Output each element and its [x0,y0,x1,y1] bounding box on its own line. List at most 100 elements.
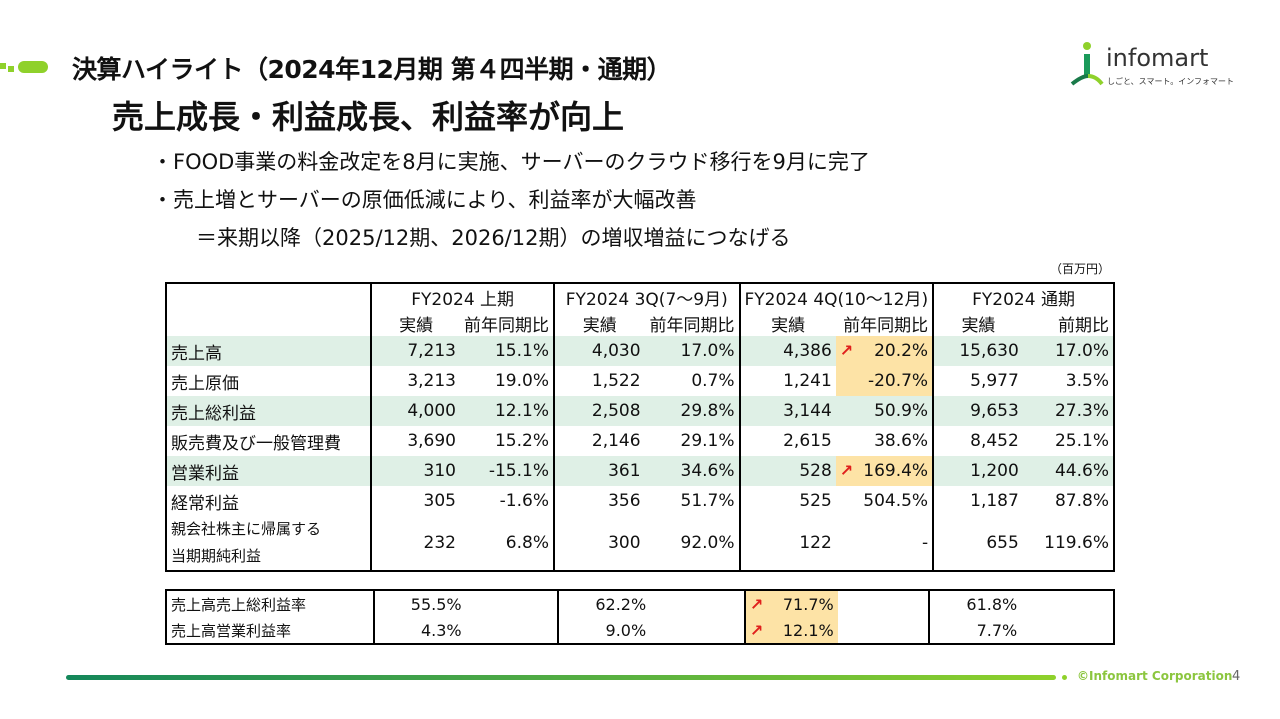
value-cell: 525 [738,486,836,516]
value: 17.0% [680,341,735,361]
bullet-1: ・FOOD事業の料金改定を8月に実施、サーバーのクラウド移行を9月に完了 [152,150,870,174]
value: 61.8% [966,594,1018,614]
value-cell: 4,386 [738,336,836,366]
value-cell: 3,690 [370,426,460,456]
value: 7,213 [407,341,456,361]
value: 7.7% [976,620,1018,640]
value: 1,241 [783,371,832,391]
value: 1,522 [591,371,641,391]
value-cell: 4,030 [552,336,645,366]
value-cell: 3.5% [1023,366,1114,396]
value: 9,653 [970,401,1019,421]
value-cell: 356 [552,486,645,516]
value: 20.2% [874,341,929,361]
ratio-value: 61.8% [928,590,1022,617]
results-table: FY2024 上期 FY2024 3Q(7〜9月) FY2024 4Q(10〜12月… [165,282,1115,572]
ratio-value: 7.7% [928,617,1022,644]
value-cell: 50.9% [835,396,934,426]
value-cell: 15.2% [460,426,554,456]
up-arrow-icon: ↗ [749,594,764,614]
value: 27.3% [1054,401,1109,421]
subheader: 前期比 [1058,315,1109,336]
value: 300 [608,533,641,553]
subheader: 前年同期比 [463,315,549,336]
value: 55.5% [410,594,462,614]
page-number: 4 [1232,669,1241,684]
value: 122 [799,533,832,553]
value-cell: 300 [552,516,645,571]
value: 232 [423,533,456,553]
value-cell: 3,213 [370,366,460,396]
value: 71.7% [782,594,834,614]
row-label: 営業利益 [166,456,372,486]
period-header: FY2024 上期 [370,283,554,310]
value: 169.4% [863,461,929,481]
row-label: 親会社株主に帰属する 当期期純利益 [171,520,322,565]
ratio-value: 4.3% [372,617,466,644]
value: 4.3% [420,620,462,640]
subheader: 実績 [932,310,1023,336]
value-cell: 1,200 [932,456,1023,486]
table-row: 売上原価 3,213 19.0% 1,522 0.7% 1,241 -20.7% 5,977 3… [166,366,1114,396]
row-label: 売上原価 [171,373,239,394]
value: 15.1% [494,341,549,361]
value-cell: 0.7% [645,366,740,396]
bullet-3: ＝来期以降（2025/12期、2026/12期）の増収増益につなげる [196,226,791,250]
period-header: FY2024 3Q(7〜9月) [552,283,740,310]
ratio-row: 売上高売上総利益率 55.5% 62.2% ↗ 71.7% 61.8% [166,590,1114,617]
value-cell: - [836,516,933,571]
row-label: 売上総利益 [166,396,372,426]
value-cell: 361 [552,456,645,486]
value: 29.1% [680,431,735,451]
value: 4,030 [591,341,641,361]
value: - [921,533,929,553]
up-arrow-icon: ↗ [839,341,854,360]
value-cell: 17.0% [644,336,740,366]
value-cell: 51.7% [645,486,740,516]
empty-cell [650,617,745,644]
value: 3,690 [407,431,456,451]
bullet-2: ・売上増とサーバーの原価低減により、利益率が大幅改善 [152,188,697,212]
value: 50.9% [874,401,929,421]
value: 1,187 [970,491,1019,511]
value-cell: 25.1% [1023,426,1114,456]
value: 655 [986,533,1019,553]
value: 25.1% [1054,431,1109,451]
row-label: 売上高 [166,336,372,366]
empty-cell [650,590,745,617]
value: 5,977 [970,371,1019,391]
value-cell: 3,144 [738,396,836,426]
value: 2,146 [591,431,641,451]
value-cell: -1.6% [460,486,554,516]
empty-cell [1021,617,1114,644]
value-cell: 5,977 [932,366,1023,396]
value: 305 [423,491,456,511]
value-cell: 232 [370,516,460,571]
value-cell: 38.6% [836,426,933,456]
subheader: 実績 [738,310,836,336]
value-cell: -15.1% [459,456,554,486]
value-cell: 92.0% [645,516,740,571]
value: 504.5% [863,491,929,511]
value: 62.2% [595,594,647,614]
value-cell: 4,000 [370,396,460,426]
value-cell: 7,213 [370,336,460,366]
ratio-value: 9.0% [557,617,651,644]
title-decoration-icon [0,61,48,73]
subheader: 実績 [370,310,460,336]
slide-title: 決算ハイライト（2024年12月期 第４四半期・通期） [72,55,672,84]
value: 12.1% [782,620,834,640]
table-row: 親会社株主に帰属する 当期期純利益 232 6.8% 300 92.0% 122 - 655 11… [166,516,1114,571]
ratio-label: 売上高営業利益率 [171,621,292,640]
ratio-label: 売上高売上総利益率 [171,595,307,614]
value-cell: ↗ 169.4% [835,456,934,486]
value: 119.6% [1044,533,1109,553]
value: -20.7% [867,371,929,391]
value: 1,200 [970,461,1019,481]
empty-cell [466,617,559,644]
footer-line [66,675,1056,680]
subheader: 前年同期比 [649,315,735,336]
value: 29.8% [680,401,735,421]
up-arrow-icon: ↗ [839,461,854,480]
period-header: FY2024 通期 [932,283,1114,310]
